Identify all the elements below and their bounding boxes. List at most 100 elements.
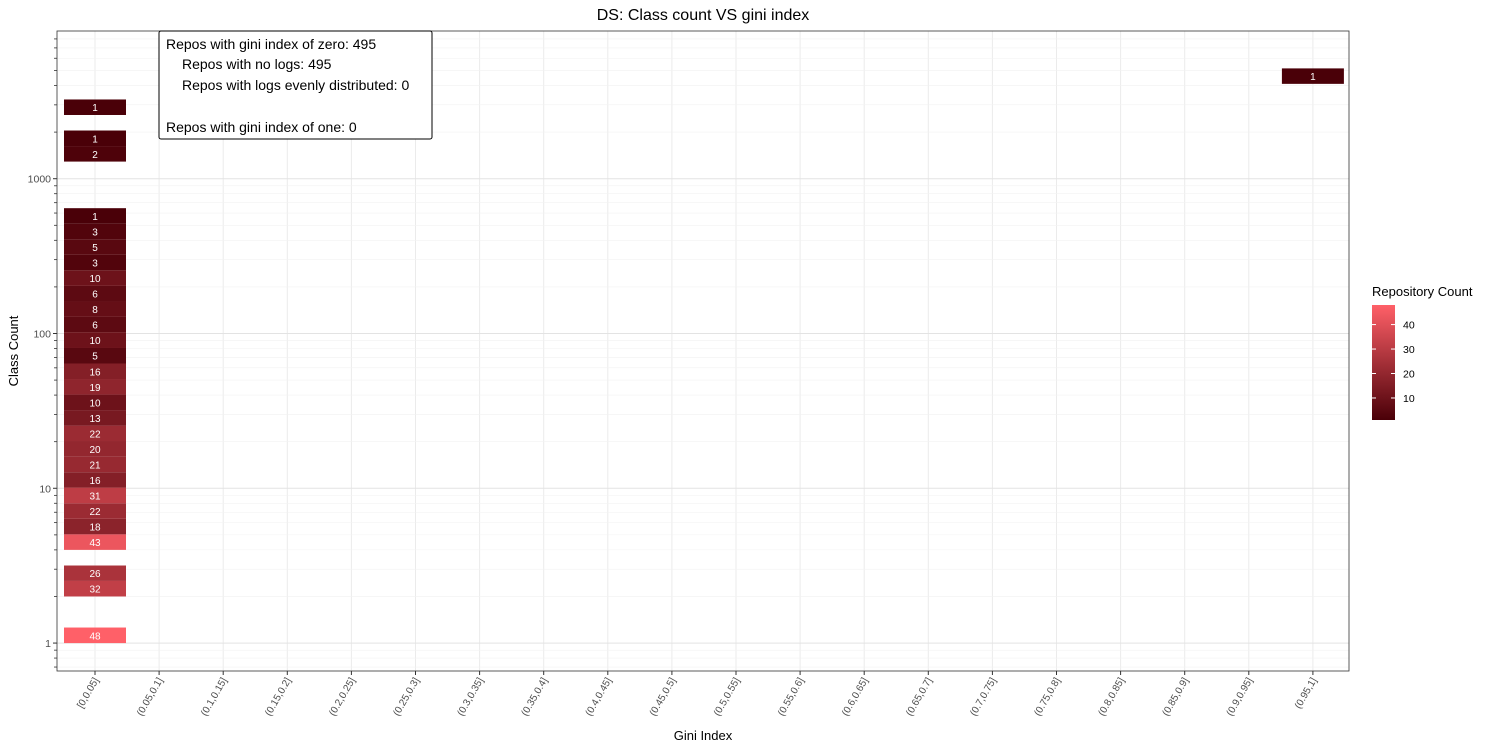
cell-label: 31: [89, 491, 101, 502]
cell-label: 26: [89, 569, 101, 580]
cell-label: 3: [92, 228, 98, 239]
y-tick-label: 100: [33, 328, 51, 340]
x-tick-label: [0,0.05]: [75, 676, 101, 711]
x-tick-label: (0.9,0.95]: [1225, 676, 1256, 718]
heatmap-cell: [64, 410, 126, 426]
cell-label: 22: [89, 429, 101, 440]
cell-label: 3: [92, 258, 98, 269]
annotation-box: Repos with gini index of zero: 495 Repos …: [158, 30, 433, 140]
x-axis-label: Gini Index: [674, 728, 733, 743]
heatmap-cell: [64, 472, 126, 488]
x-tick-label: (0.95,1]: [1293, 676, 1320, 711]
cell-label: 10: [89, 336, 101, 347]
cell-label: 6: [92, 321, 98, 332]
x-tick-label: (0.65,0.7]: [904, 676, 935, 718]
x-tick-label: (0.6,0.65]: [840, 676, 871, 718]
plot-panel-border: [56, 30, 1350, 672]
heatmap-cell: [64, 394, 126, 411]
cell-label: 1: [1310, 72, 1316, 83]
heatmap-cell: [64, 332, 126, 348]
heatmap-cell: [64, 99, 126, 115]
x-tick-label: (0.7,0.75]: [968, 676, 999, 718]
heatmap-cell: [64, 239, 126, 255]
cell-label: 6: [92, 290, 98, 301]
cell-label: 5: [92, 243, 98, 254]
y-tick-label: 10: [39, 483, 51, 495]
legend-tick-label: 20: [1403, 369, 1415, 381]
heatmap-cells: [64, 68, 1344, 644]
x-tick-label: (0.4,0.45]: [584, 676, 615, 718]
heatmap-cell: [64, 565, 126, 581]
cell-label: 10: [89, 398, 101, 409]
legend-tick-label: 10: [1403, 393, 1415, 405]
heatmap-cell: [1281, 68, 1344, 84]
legend-title: Repository Count: [1372, 284, 1473, 299]
heatmap-cell: [64, 503, 126, 519]
cell-label: 21: [89, 460, 101, 471]
annotation-box-frame: [158, 30, 433, 140]
x-tick-label: (0.75,0.8]: [1032, 676, 1063, 718]
x-tick-label: (0.15,0.2]: [263, 676, 294, 718]
x-tick-label: (0.55,0.6]: [776, 676, 807, 718]
cell-label: 22: [89, 507, 101, 518]
heatmap-cell: [64, 208, 126, 224]
y-axis: 1 10 100 1000: [28, 38, 57, 668]
cell-label: 1: [92, 134, 98, 145]
cell-label: 10: [89, 274, 101, 285]
heatmap-cell: [64, 425, 126, 442]
x-tick-label: (0.45,0.5]: [648, 676, 679, 718]
heatmap-cell: [64, 316, 126, 333]
heatmap-cell: [64, 456, 126, 473]
heatmap-cell: [64, 379, 126, 395]
x-tick-label: (0.85,0.9]: [1161, 676, 1192, 718]
heatmap-cell: [64, 301, 126, 317]
x-tick-label: (0.3,0.35]: [456, 676, 487, 718]
heatmap-cell: [64, 363, 126, 380]
heatmap-cell: [64, 518, 126, 535]
cell-label: 19: [89, 383, 101, 394]
y-axis-label: Class Count: [6, 315, 21, 386]
heatmap-cell: [64, 223, 126, 240]
y-tick-label: 1: [45, 638, 51, 650]
x-tick-label: (0.5,0.55]: [712, 676, 743, 718]
legend-tick-label: 40: [1403, 320, 1415, 332]
annotation-line: Repos with gini index of one: 0: [166, 119, 357, 135]
cell-label: 48: [89, 631, 101, 642]
x-tick-label: (0.25,0.3]: [391, 676, 422, 718]
heatmap-cell: [64, 534, 126, 550]
cell-label: 20: [89, 445, 101, 456]
cell-label: 16: [89, 476, 101, 487]
heatmap-cell: [64, 627, 126, 644]
heatmap-cell: [64, 130, 126, 147]
annotation-line: Repos with no logs: 495: [182, 56, 332, 72]
cell-label: 1: [92, 212, 98, 223]
heatmap-cell: [64, 146, 126, 162]
x-axis: [0,0.05] (0.05,0.1] (0.1,0.15] (0.15,0.2] (0…: [75, 671, 1320, 718]
annotation-line: Repos with gini index of zero: 495: [166, 36, 376, 52]
heatmap-cell: [64, 270, 126, 286]
annotation-line: Repos with logs evenly distributed: 0: [182, 77, 409, 93]
heatmap-cell: [64, 254, 126, 271]
cell-label: 1: [92, 103, 98, 114]
heatmap-cell: [64, 347, 126, 364]
x-tick-label: (0.05,0.1]: [135, 676, 166, 718]
y-tick-label: 1000: [28, 174, 52, 186]
cell-label: 5: [92, 352, 98, 363]
x-tick-label: (0.35,0.4]: [520, 676, 551, 718]
cell-label: 18: [89, 523, 101, 534]
cell-label: 16: [89, 367, 101, 378]
heatmap-cell: [64, 441, 126, 457]
legend-colorbar: [1372, 305, 1395, 420]
cell-label: 13: [89, 414, 101, 425]
legend-tick-label: 30: [1403, 344, 1415, 356]
cell-labels: 4832264318223116212022131019165106861035…: [89, 72, 1316, 642]
legend: Repository Count 10 20 30 40: [1372, 284, 1473, 420]
x-tick-label: (0.1,0.15]: [199, 676, 230, 718]
heatmap-cell: [64, 487, 126, 504]
cell-label: 43: [89, 538, 101, 549]
chart-title: DS: Class count VS gini index: [597, 7, 810, 24]
heatmap-cell: [64, 285, 126, 302]
cell-label: 32: [89, 585, 101, 596]
